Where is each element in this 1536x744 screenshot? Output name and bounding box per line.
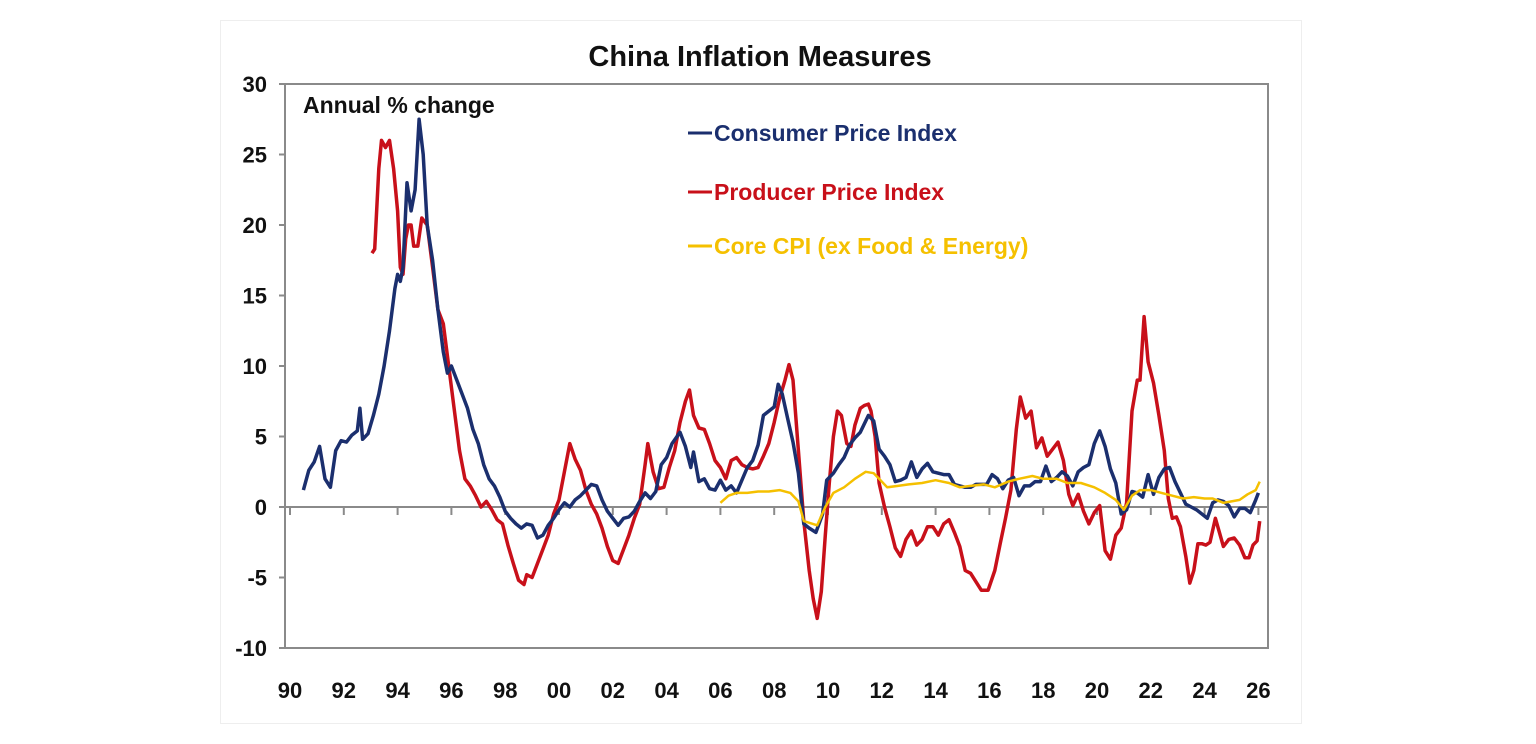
x-tick-label: 14	[923, 678, 948, 703]
y-tick-label: 25	[243, 143, 267, 168]
legend-label: Core CPI (ex Food & Energy)	[714, 233, 1028, 259]
y-tick-label: 30	[243, 72, 267, 97]
y-tick-label: -10	[235, 636, 267, 661]
y-tick-label: 10	[243, 354, 267, 379]
x-tick-label: 06	[708, 678, 732, 703]
series-line-consumer-price-index	[301, 117, 1261, 540]
x-tick-label: 10	[816, 678, 840, 703]
x-tick-label: 12	[870, 678, 894, 703]
x-tick-label: 08	[762, 678, 786, 703]
chart-frame	[220, 20, 1302, 724]
x-tick-label: 24	[1192, 678, 1217, 703]
legend-label: Producer Price Index	[714, 179, 944, 205]
x-tick-label: 04	[654, 678, 679, 703]
x-tick-label: 96	[439, 678, 463, 703]
x-tick-label: 94	[385, 678, 410, 703]
y-axis-label: Annual % change	[303, 92, 495, 118]
y-tick-label: 5	[255, 425, 267, 450]
x-tick-label: 22	[1139, 678, 1163, 703]
series-line-producer-price-index	[370, 138, 1262, 621]
x-tick-label: 98	[493, 678, 517, 703]
legend-label: Consumer Price Index	[714, 120, 957, 146]
y-tick-label: 20	[243, 213, 267, 238]
x-tick-label: 16	[977, 678, 1001, 703]
series-line-core-cpi-ex-food-energy-	[719, 470, 1261, 527]
y-tick-label: 15	[243, 284, 267, 309]
x-tick-label: 90	[278, 678, 302, 703]
x-tick-label: 18	[1031, 678, 1055, 703]
x-tick-label: 26	[1246, 678, 1270, 703]
x-tick-label: 00	[547, 678, 571, 703]
y-tick-label: -5	[247, 566, 267, 591]
plot-area	[284, 83, 1269, 649]
y-tick-label: 0	[255, 495, 267, 520]
x-tick-label: 02	[601, 678, 625, 703]
x-tick-label: 20	[1085, 678, 1109, 703]
x-tick-label: 92	[332, 678, 356, 703]
chart-title: China Inflation Measures	[588, 41, 931, 73]
